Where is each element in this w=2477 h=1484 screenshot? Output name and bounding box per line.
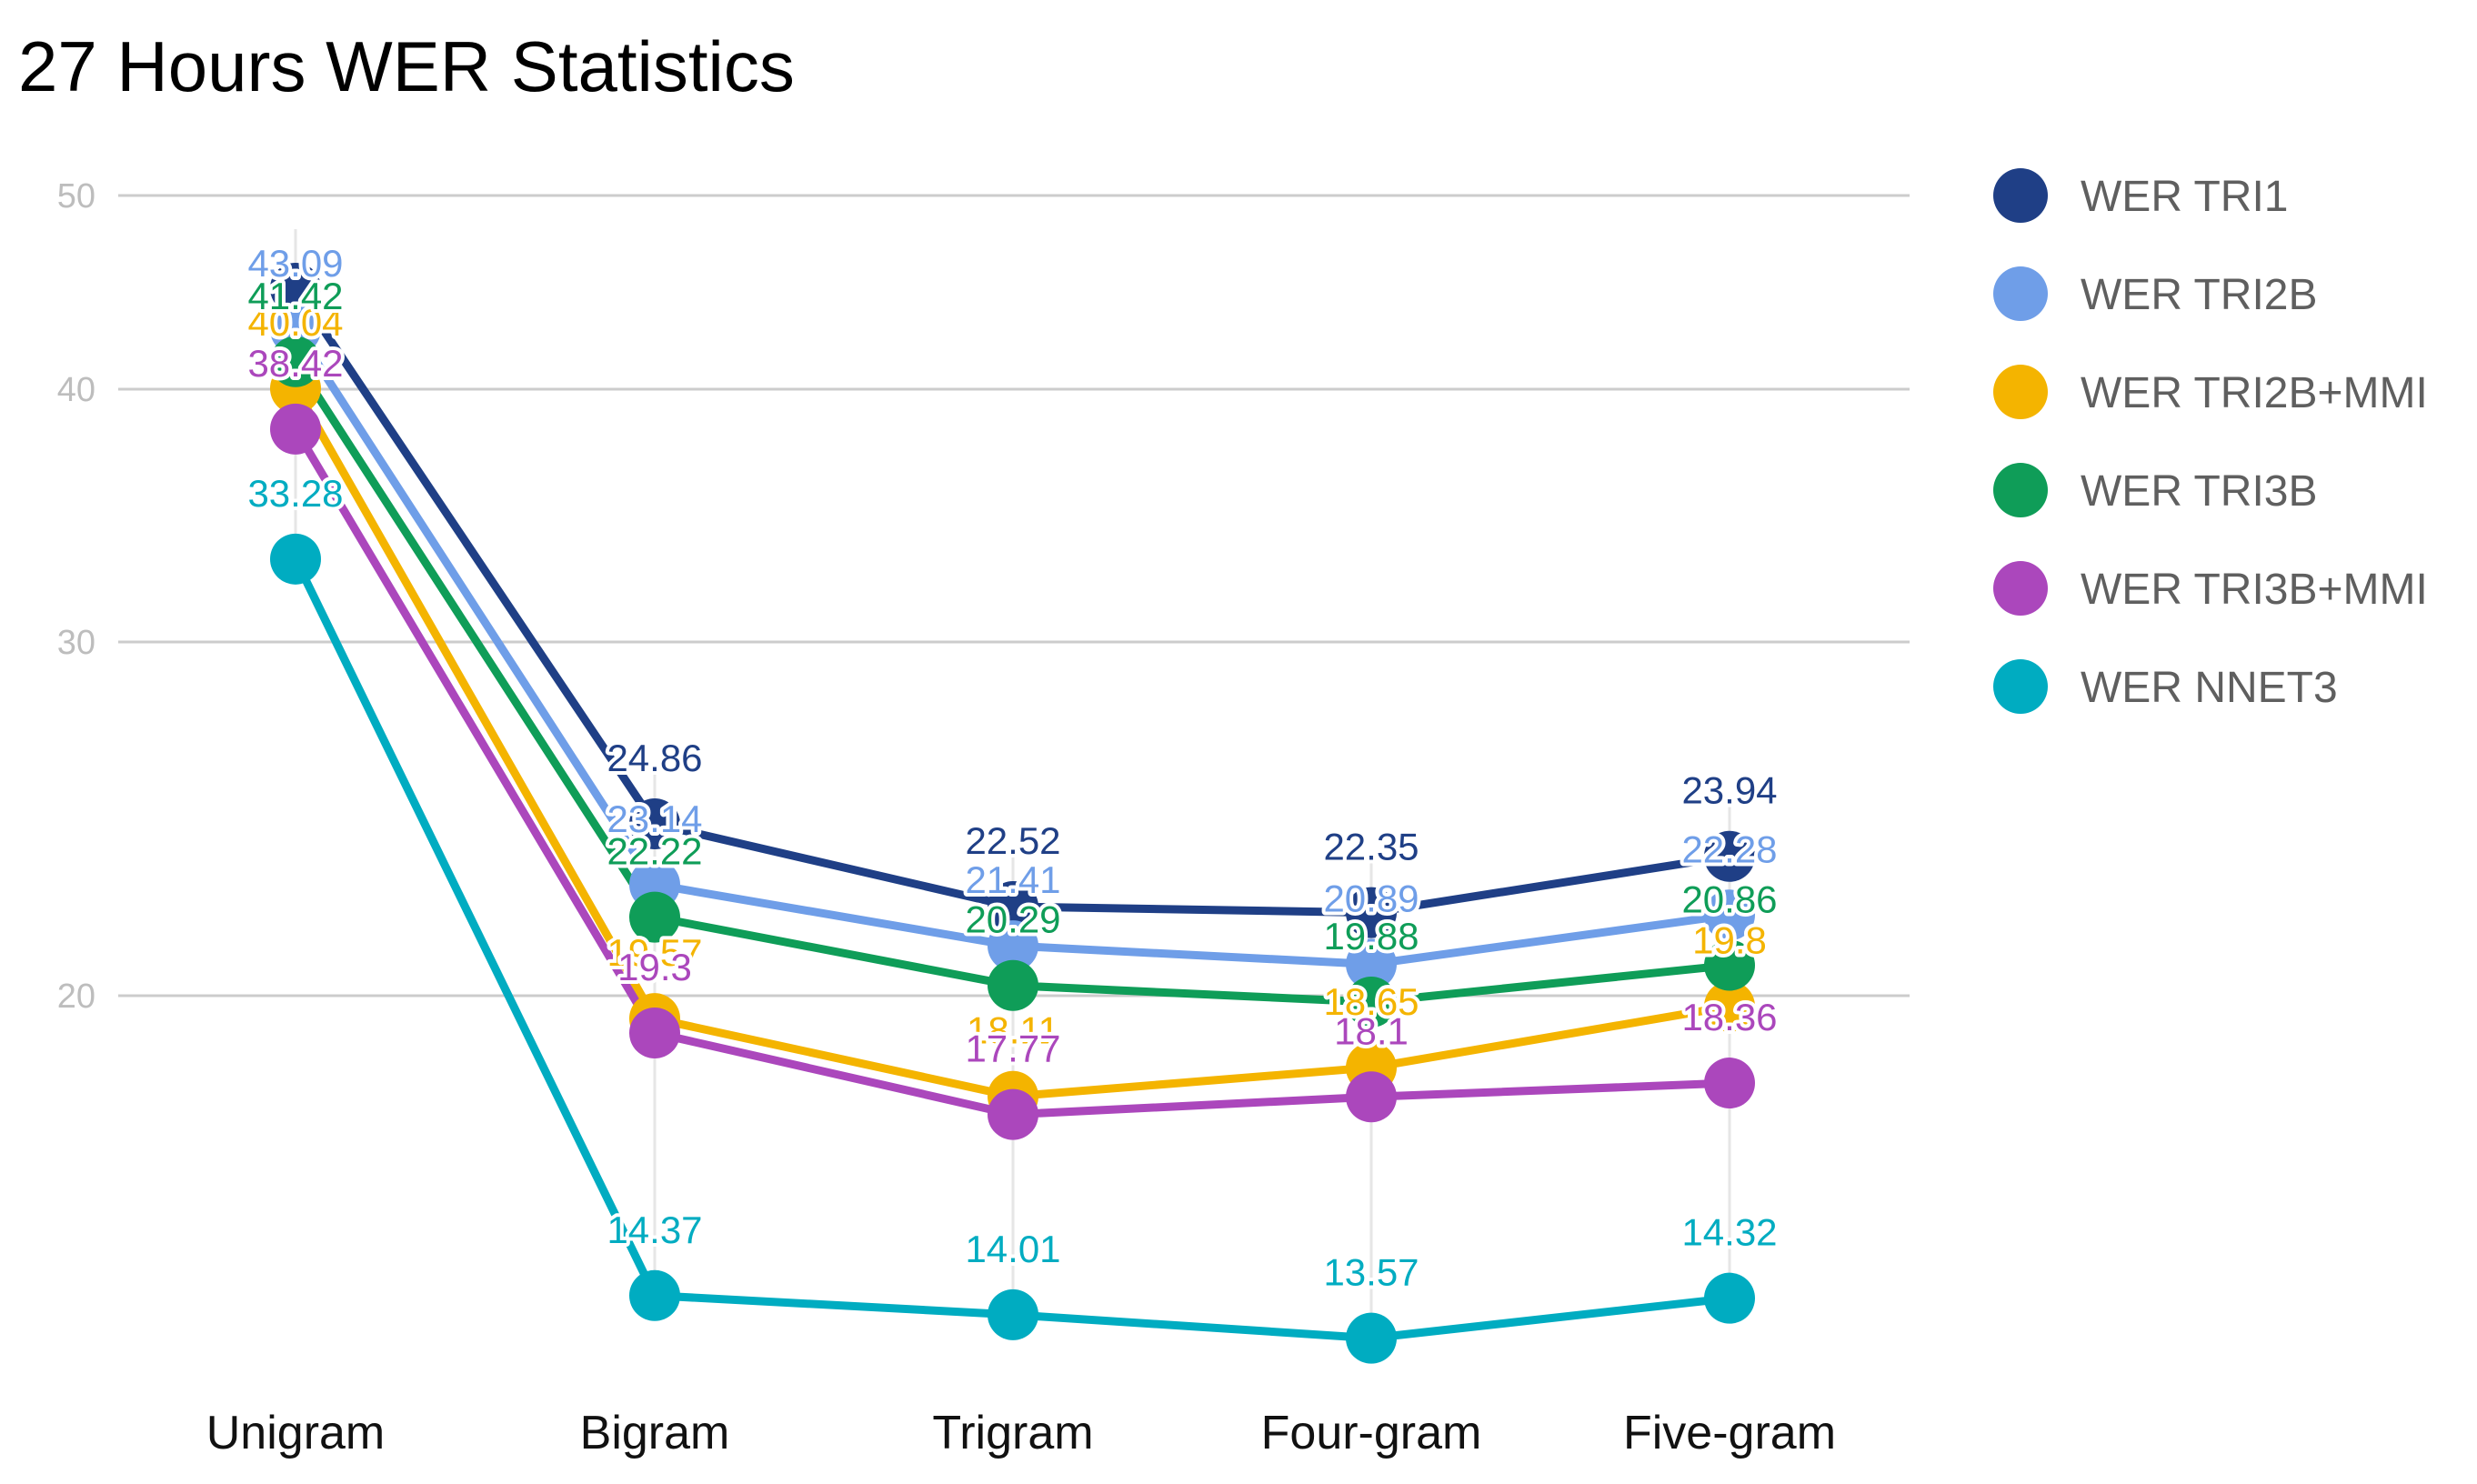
data-point-wer-tri3b-mmi[interactable] <box>988 1088 1038 1140</box>
data-label-wer-tri2b: 21.41 <box>965 858 1060 901</box>
data-point-wer-tri3b[interactable] <box>1346 977 1397 1028</box>
data-label-wer-nnet3: 14.37 <box>607 1208 702 1251</box>
data-point-wer-nnet3[interactable] <box>629 1269 680 1321</box>
data-point-wer-tri3b[interactable] <box>629 891 680 943</box>
data-point-wer-nnet3[interactable] <box>1704 1272 1755 1324</box>
data-label-wer-nnet3: 14.32 <box>1681 1211 1777 1254</box>
data-label-wer-tri2b-mmi: 18.65 <box>1323 980 1419 1023</box>
data-point-wer-nnet3[interactable] <box>988 1288 1038 1340</box>
y-tick-label: 50 <box>57 177 95 216</box>
data-label-wer-tri3b-mmi: 17.77 <box>965 1028 1060 1070</box>
x-tick-label: Five-gram <box>1623 1407 1836 1459</box>
data-point-wer-tri3b-mmi[interactable] <box>629 1008 680 1058</box>
y-tick-label: 40 <box>57 371 95 409</box>
x-tick-label: Trigram <box>932 1407 1093 1459</box>
data-point-wer-tri3b-mmi[interactable] <box>270 403 321 455</box>
data-point-wer-nnet3[interactable] <box>270 533 321 585</box>
data-label-wer-tri2b-mmi: 19.57 <box>607 931 702 974</box>
legend-marker-wer-tri2b-mmi[interactable] <box>1993 365 2048 419</box>
legend-label-wer-nnet3[interactable]: WER NNET3 <box>2081 664 2338 712</box>
data-label-wer-tri2b: 22.28 <box>1681 827 1777 870</box>
x-axis-ticks: Unigram Bigram Trigram Four-gram Five-gram <box>206 1407 1836 1459</box>
data-point-wer-tri3b[interactable] <box>1704 939 1755 991</box>
data-point-wer-tri3b-mmi[interactable] <box>1346 1071 1397 1123</box>
x-tick-label: Bigram <box>580 1407 730 1459</box>
data-label-wer-tri2b-mmi: 18.11 <box>967 1009 1059 1052</box>
data-point-wer-tri2b[interactable] <box>988 920 1038 972</box>
legend-label-wer-tri3b[interactable]: WER TRI3B <box>2081 467 2317 516</box>
data-label-wer-tri2b: 20.89 <box>1323 877 1419 919</box>
y-tick-label: 30 <box>57 624 95 662</box>
y-tick-label: 20 <box>57 978 95 1016</box>
y-axis-ticks: 20 30 40 50 <box>57 177 95 1016</box>
data-label-wer-tri2b-mmi: 40.04 <box>247 301 343 344</box>
data-label-wer-tri3b-mmi: 18.36 <box>1681 996 1777 1038</box>
data-label-wer-tri3b: 41.42 <box>247 275 343 317</box>
data-label-wer-tri2b: 43.09 <box>247 242 343 285</box>
data-label-wer-tri1: 22.35 <box>1323 826 1419 868</box>
data-point-wer-tri1[interactable] <box>988 880 1038 932</box>
data-label-wer-nnet3: 33.28 <box>247 472 343 515</box>
data-point-wer-tri3b[interactable] <box>270 336 321 387</box>
data-label-wer-tri2b-mmi: 19.8 <box>1692 919 1767 962</box>
data-point-wer-tri1[interactable] <box>629 797 680 849</box>
legend-marker-wer-tri2b[interactable] <box>1993 266 2048 321</box>
x-tick-label: Unigram <box>206 1407 386 1459</box>
chart-title: 27 Hours WER Statistics <box>18 26 795 106</box>
data-point-wer-nnet3[interactable] <box>1346 1312 1397 1364</box>
data-label-wer-tri1: 23.94 <box>1681 769 1777 812</box>
data-point-wer-tri2b-mmi[interactable] <box>1704 980 1755 1032</box>
data-point-wer-tri1[interactable] <box>270 263 321 315</box>
data-label-wer-tri1: 22.52 <box>965 819 1060 862</box>
data-label-wer-tri3b: 20.29 <box>965 898 1060 941</box>
data-label-wer-nnet3: 14.01 <box>965 1228 1060 1270</box>
data-label-wer-tri1: 24.86 <box>607 737 702 779</box>
data-label-wer-tri3b-mmi: 18.1 <box>1334 1009 1409 1052</box>
data-point-wer-tri3b[interactable] <box>988 959 1038 1011</box>
legend-label-wer-tri2b[interactable]: WER TRI2B <box>2081 271 2317 319</box>
legend-label-wer-tri1[interactable]: WER TRI1 <box>2081 173 2288 221</box>
data-label-wer-tri3b: 22.22 <box>607 830 702 873</box>
data-point-wer-tri2b[interactable] <box>1704 889 1755 941</box>
data-point-wer-tri1[interactable] <box>1704 830 1755 882</box>
data-label-wer-tri3b-mmi: 19.3 <box>617 946 692 988</box>
x-tick-label: Four-gram <box>1261 1407 1482 1459</box>
data-label-wer-tri3b: 19.88 <box>1323 915 1419 958</box>
legend-marker-wer-nnet3[interactable] <box>1993 659 2048 714</box>
data-label-wer-nnet3: 13.57 <box>1323 1251 1419 1294</box>
data-label-wer-tri2b: 23.14 <box>607 797 702 840</box>
legend-marker-wer-tri3b[interactable] <box>1993 463 2048 517</box>
legend-label-wer-tri3b-mmi[interactable]: WER TRI3B+MMI <box>2081 566 2428 614</box>
data-point-wer-tri1[interactable] <box>1346 887 1397 938</box>
data-point-wer-tri3b-mmi[interactable] <box>1704 1058 1755 1109</box>
data-label-wer-tri3b-mmi: 38.42 <box>247 342 343 385</box>
legend-marker-wer-tri1[interactable] <box>1993 168 2048 223</box>
legend: WER TRI1 WER TRI2B WER TRI2B+MMI WER TRI3B W… <box>1993 168 2428 714</box>
series-points <box>270 263 1755 1364</box>
legend-label-wer-tri2b-mmi[interactable]: WER TRI2B+MMI <box>2081 369 2428 417</box>
data-label-wer-tri3b: 20.86 <box>1681 878 1777 921</box>
legend-marker-wer-tri3b-mmi[interactable] <box>1993 561 2048 616</box>
data-point-wer-tri2b[interactable] <box>1346 938 1397 990</box>
data-labels: 24.86 22.52 22.35 23.94 43.09 23.14 21.41 20.89… <box>244 238 1780 1297</box>
